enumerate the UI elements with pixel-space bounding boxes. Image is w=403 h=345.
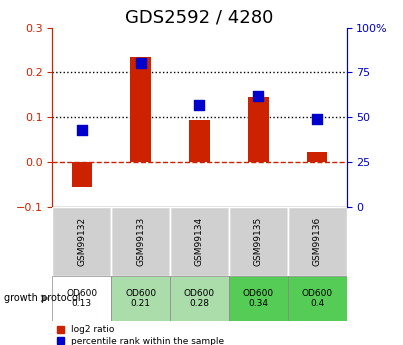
- FancyBboxPatch shape: [288, 207, 347, 276]
- FancyBboxPatch shape: [111, 276, 170, 321]
- Text: GSM99133: GSM99133: [136, 217, 145, 266]
- Bar: [130, 57, 151, 162]
- Point: [255, 93, 262, 99]
- Text: GSM99134: GSM99134: [195, 217, 204, 266]
- FancyBboxPatch shape: [52, 207, 111, 276]
- Text: growth protocol: growth protocol: [4, 294, 81, 303]
- FancyBboxPatch shape: [170, 276, 229, 321]
- Point: [137, 61, 144, 66]
- Text: OD600
0.21: OD600 0.21: [125, 289, 156, 308]
- Bar: [189, 120, 210, 162]
- Text: GSM99132: GSM99132: [77, 217, 86, 266]
- Bar: [71, 162, 92, 187]
- FancyBboxPatch shape: [229, 207, 288, 276]
- Text: GSM99135: GSM99135: [254, 217, 263, 266]
- Text: OD600
0.13: OD600 0.13: [66, 289, 98, 308]
- FancyBboxPatch shape: [229, 276, 288, 321]
- Title: GDS2592 / 4280: GDS2592 / 4280: [125, 8, 274, 26]
- Legend: log2 ratio, percentile rank within the sample: log2 ratio, percentile rank within the s…: [57, 325, 224, 345]
- Point: [314, 116, 320, 122]
- Text: GSM99136: GSM99136: [313, 217, 322, 266]
- Text: OD600
0.4: OD600 0.4: [301, 289, 333, 308]
- FancyBboxPatch shape: [111, 207, 170, 276]
- Bar: [307, 152, 328, 162]
- FancyBboxPatch shape: [170, 207, 229, 276]
- Text: OD600
0.34: OD600 0.34: [243, 289, 274, 308]
- FancyBboxPatch shape: [52, 276, 111, 321]
- FancyBboxPatch shape: [288, 276, 347, 321]
- Point: [196, 102, 203, 108]
- Point: [79, 127, 85, 132]
- Bar: [248, 97, 269, 162]
- Text: OD600
0.28: OD600 0.28: [184, 289, 215, 308]
